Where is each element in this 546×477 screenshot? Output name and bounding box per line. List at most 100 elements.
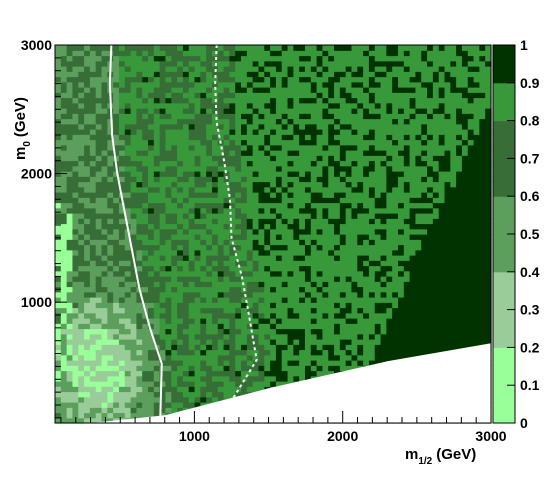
heatmap-cell [246, 344, 254, 351]
heatmap-cell [66, 223, 74, 230]
heatmap-cell [194, 87, 201, 93]
heatmap-cell [299, 87, 306, 93]
heatmap-cell [200, 297, 207, 303]
heatmap-cell [124, 302, 132, 309]
heatmap-cell [142, 197, 149, 204]
heatmap-cell [107, 312, 114, 319]
heatmap-cell [101, 260, 108, 267]
heatmap-cell [438, 176, 446, 183]
heatmap-cell [194, 155, 201, 162]
heatmap-cell [153, 186, 161, 193]
heatmap-cell [211, 123, 219, 130]
heatmap-cell [66, 160, 74, 167]
heatmap-cell [432, 249, 440, 256]
heatmap-cell [89, 181, 97, 188]
heatmap-cell [392, 113, 399, 120]
heatmap-cell [95, 323, 103, 330]
heatmap-cell [217, 328, 225, 335]
heatmap-cell [235, 102, 242, 109]
heatmap-cell [136, 71, 143, 78]
heatmap-cell [124, 150, 132, 156]
heatmap-cell [211, 396, 219, 403]
heatmap-cell [374, 155, 382, 162]
heatmap-cell [415, 234, 422, 240]
heatmap-cell [363, 118, 370, 125]
heatmap-cell [293, 150, 300, 156]
heatmap-cell [55, 265, 62, 272]
heatmap-cell [334, 139, 341, 146]
heatmap-cell [368, 202, 376, 209]
heatmap-cell [246, 113, 254, 120]
heatmap-cell [415, 155, 422, 162]
heatmap-cell [252, 370, 260, 377]
heatmap-cell [386, 160, 393, 167]
heatmap-cell [444, 323, 451, 330]
heatmap-cell [345, 360, 353, 366]
heatmap-cell [194, 181, 201, 188]
heatmap-cell [171, 365, 178, 372]
heatmap-cell [450, 202, 457, 209]
heatmap-cell [322, 71, 329, 78]
heatmap-cell [159, 102, 167, 109]
heatmap-cell [281, 249, 289, 256]
heatmap-cell [95, 412, 103, 419]
heatmap-cell [78, 123, 85, 130]
heatmap-cell [328, 150, 335, 156]
heatmap-cell [380, 92, 387, 99]
heatmap-cell [130, 71, 137, 78]
heatmap-cell [153, 391, 161, 398]
heatmap-cell [188, 244, 196, 251]
heatmap-cell [397, 228, 405, 235]
heatmap-cell [107, 349, 114, 356]
heatmap-cell [78, 108, 85, 114]
heatmap-cell [293, 307, 300, 314]
heatmap-cell [281, 339, 289, 345]
heatmap-cell [78, 165, 85, 172]
heatmap-cell [95, 286, 103, 293]
heatmap-cell [211, 281, 219, 288]
heatmap-cell [485, 176, 492, 183]
heatmap-cell [200, 213, 207, 219]
heatmap-cell [322, 108, 329, 114]
heatmap-cell [380, 344, 387, 351]
heatmap-cell [165, 354, 172, 361]
heatmap-cell [473, 108, 480, 114]
heatmap-cell [270, 302, 277, 309]
heatmap-cell [270, 192, 277, 198]
heatmap-cell [171, 396, 178, 403]
heatmap-cell [275, 165, 283, 172]
heatmap-cell [113, 150, 120, 156]
heatmap-cell [310, 318, 318, 324]
heatmap-cell [275, 213, 283, 219]
heatmap-cell [194, 344, 201, 351]
heatmap-cell [107, 129, 114, 135]
heatmap-cell [409, 339, 417, 345]
heatmap-cell [130, 76, 137, 83]
heatmap-cell [101, 113, 108, 120]
heatmap-cell [328, 113, 335, 120]
heatmap-cell [421, 291, 428, 298]
heatmap-cell [275, 160, 283, 167]
heatmap-cell [427, 265, 434, 272]
heatmap-cell [287, 270, 294, 277]
heatmap-cell [258, 71, 265, 78]
heatmap-cell [95, 176, 103, 183]
heatmap-cell [78, 281, 85, 288]
heatmap-cell [200, 402, 207, 408]
heatmap-cell [339, 192, 347, 198]
heatmap-cell [380, 318, 387, 324]
heatmap-cell [339, 165, 347, 172]
heatmap-cell [165, 197, 172, 204]
heatmap-cell [229, 76, 236, 83]
heatmap-cell [409, 307, 417, 314]
heatmap-cell [438, 181, 446, 188]
heatmap-cell [235, 144, 242, 151]
heatmap-cell [339, 360, 347, 366]
heatmap-cell [206, 391, 213, 398]
heatmap-cell [368, 160, 376, 167]
heatmap-cell [310, 165, 318, 172]
heatmap-cell [153, 354, 161, 361]
heatmap-cell [380, 171, 387, 177]
heatmap-cell [107, 255, 114, 261]
heatmap-cell [351, 171, 358, 177]
